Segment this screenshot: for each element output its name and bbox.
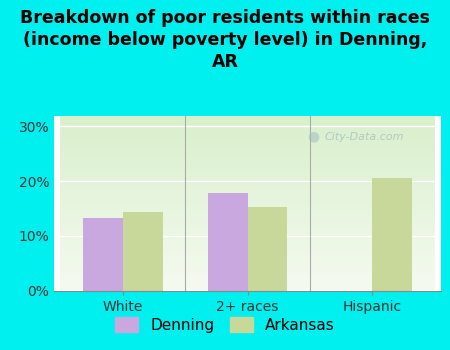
Text: ●: ●: [307, 130, 320, 144]
Bar: [248, 207, 288, 290]
Text: Breakdown of poor residents within races
(income below poverty level) in Denning: Breakdown of poor residents within races…: [20, 9, 430, 71]
Bar: [207, 193, 248, 290]
Text: City-Data.com: City-Data.com: [325, 132, 405, 141]
Bar: [83, 218, 123, 290]
Legend: Denning, Arkansas: Denning, Arkansas: [109, 311, 341, 339]
Bar: [123, 212, 162, 290]
Bar: [372, 178, 412, 290]
